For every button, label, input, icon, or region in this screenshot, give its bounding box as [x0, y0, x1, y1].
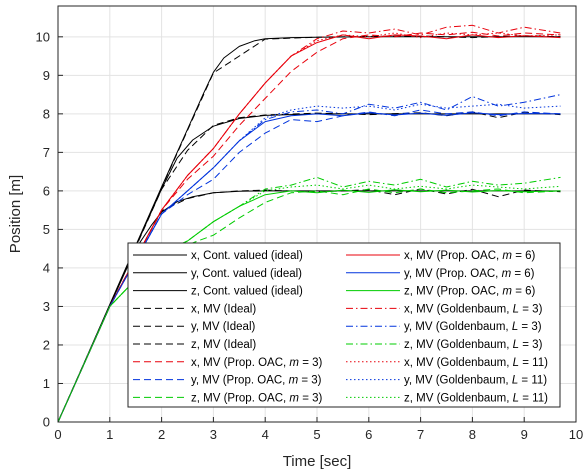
legend-label-2: z, Cont. valued (ideal) [191, 286, 303, 298]
legend-label-part: z, MV (Prop. OAC, [404, 286, 502, 298]
legend-label-part: = 3) [298, 375, 322, 387]
x-tick-label: 8 [469, 427, 476, 442]
legend-label-part: = 11) [519, 357, 548, 369]
legend-label-part: x, MV (Prop. OAC, [191, 357, 289, 369]
y-tick-label: 9 [43, 68, 50, 83]
series-line-7 [58, 109, 561, 422]
x-axis-label: Time [sec] [283, 453, 352, 470]
legend-label-12: x, MV (Goldenbaum, L = 3) [404, 303, 543, 315]
series-line-15 [58, 32, 561, 422]
y-tick-label: 7 [43, 145, 50, 160]
legend-label-part: z, Cont. valued (ideal) [191, 286, 303, 298]
x-tick-label: 3 [210, 427, 217, 442]
series-line-16 [58, 103, 561, 422]
legend-label-8: z, MV (Prop. OAC, m = 3) [191, 392, 323, 404]
legend-label-part: = 6) [512, 286, 536, 298]
legend-label-9: x, MV (Prop. OAC, m = 6) [404, 250, 536, 262]
y-tick-label: 2 [43, 337, 50, 352]
legend-label-part: m [502, 268, 512, 280]
x-tick-label: 9 [521, 427, 528, 442]
legend-label-part: y, MV (Goldenbaum, [404, 321, 512, 333]
legend-label-part: = 3) [519, 339, 543, 351]
legend-label-part: = 3) [519, 303, 543, 315]
legend-label-7: y, MV (Prop. OAC, m = 3) [191, 375, 322, 387]
legend-label-15: x, MV (Goldenbaum, L = 11) [404, 357, 548, 369]
legend-label-part: = 11) [519, 392, 548, 404]
y-tick-label: 0 [43, 415, 50, 430]
legend-label-part: L [513, 303, 519, 315]
legend-label-part: = 6) [511, 268, 535, 280]
ticks: 0 1 2 3 4 5 6 7 8 9 10 0 1 2 3 4 5 6 7 8 9 10 [36, 29, 584, 442]
x-tick-label: 0 [54, 427, 61, 442]
legend-label-part: = 3) [299, 392, 323, 404]
legend-label-part: y, MV (Goldenbaum, [404, 375, 512, 387]
y-tick-label: 10 [36, 29, 50, 44]
legend-label-part: x, MV (Goldenbaum, [404, 357, 513, 369]
legend-label-part: x, Cont. valued (ideal) [191, 250, 303, 262]
series-lines [58, 24, 561, 422]
legend-label-17: z, MV (Goldenbaum, L = 11) [404, 392, 548, 404]
legend-label-16: y, MV (Goldenbaum, L = 11) [404, 375, 547, 387]
legend-box [127, 242, 561, 408]
series-line-6 [58, 31, 561, 422]
legend-label-part: z, MV (Ideal) [191, 339, 256, 351]
x-tick-label: 7 [417, 427, 424, 442]
legend-label-part: = 6) [512, 250, 536, 262]
series-line-14 [58, 176, 561, 422]
legend-label-part: L [513, 339, 519, 351]
y-tick-label: 4 [43, 260, 50, 275]
x-tick-label: 10 [569, 427, 583, 442]
legend-label-part: z, MV (Goldenbaum, [404, 392, 513, 404]
legend-label-part: x, MV (Goldenbaum, [404, 303, 513, 315]
y-tick-label: 3 [43, 299, 50, 314]
legend-label-part: y, MV (Ideal) [191, 321, 255, 333]
legend-label-part: y, Cont. valued (ideal) [191, 268, 302, 280]
legend-label-3: x, MV (Ideal) [191, 303, 256, 315]
legend-label-part: L [513, 357, 519, 369]
x-tick-label: 5 [313, 427, 320, 442]
series-line-4 [58, 111, 561, 422]
y-axis-label: Position [m] [7, 175, 24, 253]
legend: x, Cont. valued (ideal) y, Cont. valued (… [127, 242, 561, 408]
legend-label-part: L [512, 375, 518, 387]
legend-label-13: y, MV (Goldenbaum, L = 3) [404, 321, 542, 333]
legend-label-part: x, MV (Ideal) [191, 303, 256, 315]
legend-label-part: = 11) [518, 375, 547, 387]
x-tick-label: 2 [158, 427, 165, 442]
legend-label-part: = 3) [299, 357, 323, 369]
legend-label-part: z, MV (Goldenbaum, [404, 339, 513, 351]
x-tick-label: 1 [106, 427, 113, 442]
y-tick-label: 6 [43, 183, 50, 198]
series-line-3 [58, 35, 561, 422]
legend-label-part: y, MV (Prop. OAC, [404, 268, 502, 280]
legend-label-part: z, MV (Prop. OAC, [191, 392, 289, 404]
series-line-13 [58, 94, 561, 422]
legend-label-part: m [289, 392, 299, 404]
legend-label-4: y, MV (Ideal) [191, 321, 255, 333]
legend-label-14: z, MV (Goldenbaum, L = 3) [404, 339, 543, 351]
y-tick-label: 1 [43, 376, 50, 391]
y-tick-label: 5 [43, 222, 50, 237]
legend-label-1: y, Cont. valued (ideal) [191, 268, 302, 280]
legend-label-part: x, MV (Prop. OAC, [404, 250, 502, 262]
x-tick-label: 6 [365, 427, 372, 442]
legend-label-part: m [289, 375, 299, 387]
legend-label-5: z, MV (Ideal) [191, 339, 256, 351]
legend-label-part: m [502, 286, 512, 298]
x-tick-label: 4 [262, 427, 269, 442]
legend-label-11: z, MV (Prop. OAC, m = 6) [404, 286, 536, 298]
legend-label-part: m [289, 357, 299, 369]
legend-label-10: y, MV (Prop. OAC, m = 6) [404, 268, 535, 280]
legend-label-6: x, MV (Prop. OAC, m = 3) [191, 357, 323, 369]
series-line-5 [58, 188, 561, 422]
legend-label-part: = 3) [518, 321, 542, 333]
legend-label-part: L [512, 321, 518, 333]
legend-label-0: x, Cont. valued (ideal) [191, 250, 303, 262]
legend-label-part: L [513, 392, 519, 404]
y-tick-label: 8 [43, 106, 50, 121]
legend-label-part: m [502, 250, 512, 262]
legend-label-part: y, MV (Prop. OAC, [191, 375, 289, 387]
